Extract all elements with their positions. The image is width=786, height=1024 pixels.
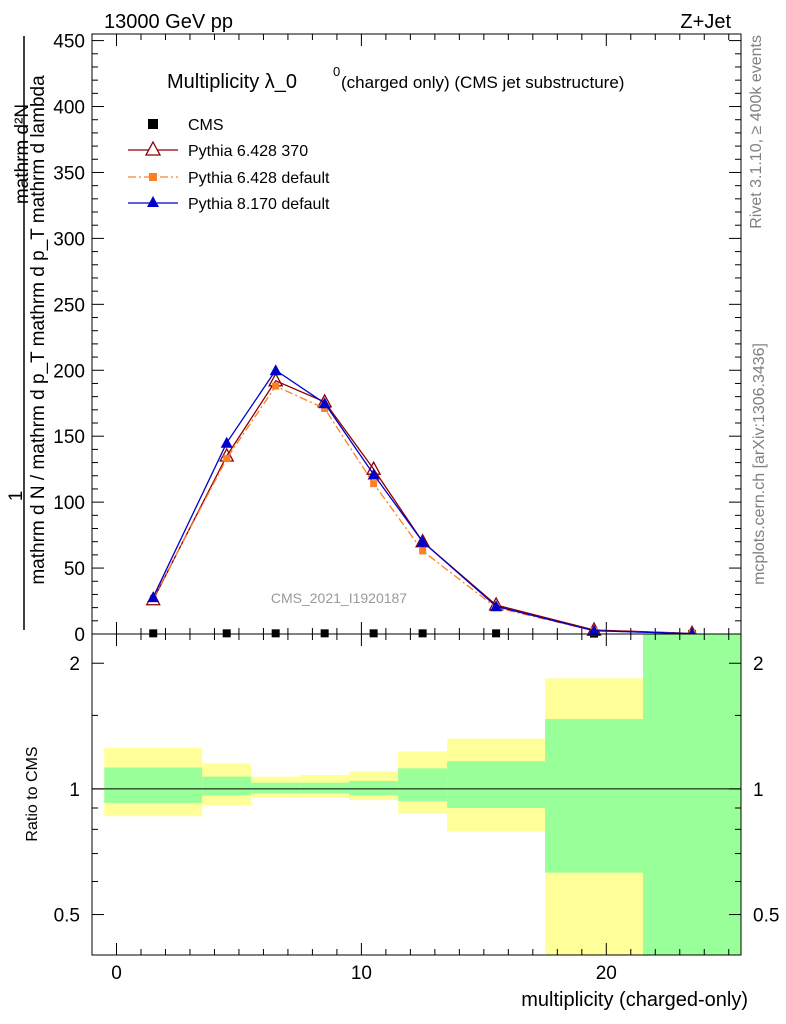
ratio-inner-band bbox=[202, 776, 252, 796]
ylabel-one: 1 bbox=[6, 491, 27, 502]
data-point-cms bbox=[369, 629, 378, 638]
legend-label-cms: CMS bbox=[188, 117, 224, 134]
legend-item-cms: CMS bbox=[148, 117, 224, 134]
series-line-py6-default bbox=[152, 385, 693, 635]
plot-title-main: Multiplicity λ_0 bbox=[167, 71, 297, 93]
ratio-y-tick-label-right: 2 bbox=[753, 654, 764, 675]
mcplots-label: mcplots.cern.ch [arXiv:1306.3436] bbox=[751, 343, 768, 585]
data-point-py6-default bbox=[370, 480, 378, 488]
y-tick-label: 400 bbox=[53, 98, 85, 119]
y-tick-label: 250 bbox=[53, 295, 85, 316]
ratio-y-tick-label-left: 0.5 bbox=[54, 906, 80, 927]
legend-label-py6-370: Pythia 6.428 370 bbox=[188, 143, 308, 160]
legend-item-py6-370: Pythia 6.428 370 bbox=[128, 140, 308, 160]
data-point-py8 bbox=[220, 436, 233, 448]
x-tick-label: 10 bbox=[351, 963, 372, 984]
ratio-inner-band bbox=[643, 634, 741, 955]
series-line-py6-370 bbox=[152, 379, 693, 634]
data-point-cms bbox=[271, 629, 280, 638]
data-point-py8 bbox=[147, 591, 160, 603]
data-point-py8 bbox=[367, 468, 380, 480]
y-tick-label: 0 bbox=[74, 625, 85, 646]
legend-item-py8: Pythia 8.170 default bbox=[128, 196, 330, 213]
legend-label-py6-default: Pythia 6.428 default bbox=[188, 170, 330, 187]
legend: CMS Pythia 6.428 370 Pythia 6.428 defaul… bbox=[128, 117, 330, 213]
legend-marker-py6-370 bbox=[144, 140, 162, 156]
x-tick-label: 0 bbox=[111, 963, 122, 984]
ratio-inner-band bbox=[447, 761, 546, 808]
plot-title-sup: 0 bbox=[333, 64, 340, 79]
ratio-inner-band bbox=[104, 767, 203, 804]
ratio-y-tick-label-right: 1 bbox=[753, 780, 764, 801]
ratio-y-axis: 0.5 0.5 1 1 2 2 bbox=[54, 654, 780, 926]
x-tick-label: 20 bbox=[596, 963, 617, 984]
watermark: CMS_2021_I1920187 bbox=[271, 590, 407, 606]
ratio-inner-band bbox=[349, 780, 399, 796]
ylabel-denominator: mathrm d N / mathrm d p_T mathrm d p_T m… bbox=[28, 75, 49, 585]
data-point-py6-default bbox=[272, 382, 280, 390]
y-tick-label: 50 bbox=[64, 559, 85, 580]
legend-label-py8: Pythia 8.170 default bbox=[188, 196, 330, 213]
y-tick-label: 450 bbox=[53, 32, 85, 53]
data-point-cms bbox=[492, 629, 501, 638]
ratio-ylabel: Ratio to CMS bbox=[24, 746, 41, 841]
data-point-py8 bbox=[490, 600, 503, 612]
ratio-y-tick-label-left: 2 bbox=[69, 654, 80, 675]
y-tick-label: 150 bbox=[53, 427, 85, 448]
main-series bbox=[145, 364, 700, 639]
y-tick-label: 100 bbox=[53, 493, 85, 514]
ylabel-numerator: mathrm d²N bbox=[12, 104, 33, 204]
data-point-py6-default bbox=[223, 455, 231, 463]
plot-title-suffix: (charged only) (CMS jet substructure) bbox=[341, 73, 624, 92]
series-line-py8 bbox=[152, 369, 693, 635]
ratio-bands bbox=[104, 634, 741, 955]
header-right: Z+Jet bbox=[680, 11, 731, 33]
plot-title: Multiplicity λ_0 0 (charged only) (CMS j… bbox=[167, 64, 624, 93]
legend-marker-py8 bbox=[147, 196, 159, 207]
data-point-py6-default bbox=[321, 405, 329, 413]
ratio-inner-band bbox=[251, 782, 301, 794]
ratio-inner-band bbox=[300, 782, 350, 794]
legend-marker-cms bbox=[148, 119, 158, 129]
data-point-py8 bbox=[588, 624, 601, 636]
ratio-plot-frame bbox=[91, 633, 742, 956]
data-point-py6-default bbox=[419, 547, 427, 555]
data-point-py8 bbox=[416, 535, 429, 547]
ratio-inner-band bbox=[545, 719, 644, 873]
y-tick-label: 300 bbox=[53, 229, 85, 250]
ratio-y-tick-label-left: 1 bbox=[69, 780, 80, 801]
data-point-cms bbox=[418, 629, 427, 638]
ratio-inner-band bbox=[398, 768, 448, 802]
data-point-cms bbox=[222, 629, 231, 638]
main-y-axis: 0 50 100 150 200 250 300 350 400 450 bbox=[53, 32, 741, 646]
main-x-axis bbox=[115, 34, 730, 634]
xlabel: multiplicity (charged-only) bbox=[521, 989, 748, 1011]
y-tick-label: 350 bbox=[53, 163, 85, 184]
legend-marker-py6-default bbox=[149, 173, 157, 181]
data-point-py8 bbox=[269, 364, 282, 376]
y-tick-label: 200 bbox=[53, 361, 85, 382]
data-point-py8 bbox=[318, 397, 331, 409]
rivet-label: Rivet 3.1.10, ≥ 400k events bbox=[748, 35, 765, 229]
data-point-cms bbox=[320, 629, 329, 638]
ratio-x-axis: 0 10 20 bbox=[111, 634, 730, 984]
legend-item-py6-default: Pythia 6.428 default bbox=[128, 170, 330, 187]
ratio-plot: 0.5 0.5 1 1 2 2 0 10 20 bbox=[54, 633, 780, 984]
header-left: 13000 GeV pp bbox=[104, 11, 233, 33]
data-point-cms bbox=[149, 629, 158, 638]
ratio-y-tick-label-right: 0.5 bbox=[753, 906, 779, 927]
